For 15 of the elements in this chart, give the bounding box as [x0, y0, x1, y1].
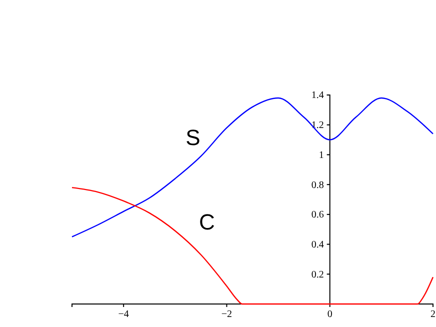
x-tick-label: 2 — [430, 309, 436, 320]
line-series — [71, 186, 434, 305]
series-label: C — [198, 210, 215, 235]
y-tick-label: 0.6 — [311, 210, 324, 221]
y-tick-label: 0.8 — [311, 180, 324, 191]
y-tick-label: 1.4 — [311, 90, 324, 102]
y-tick-label: 1.2 — [311, 120, 324, 132]
y-tick-label: 0.2 — [311, 269, 324, 280]
x-tick-label: 0 — [327, 309, 332, 320]
series-label: S — [186, 125, 200, 150]
x-tick-label: −2 — [221, 309, 232, 320]
line-series — [71, 97, 434, 238]
x-tick-label: −4 — [118, 309, 129, 320]
y-tick-label: 0.4 — [311, 239, 324, 250]
y-tick-label: 1 — [318, 150, 324, 161]
